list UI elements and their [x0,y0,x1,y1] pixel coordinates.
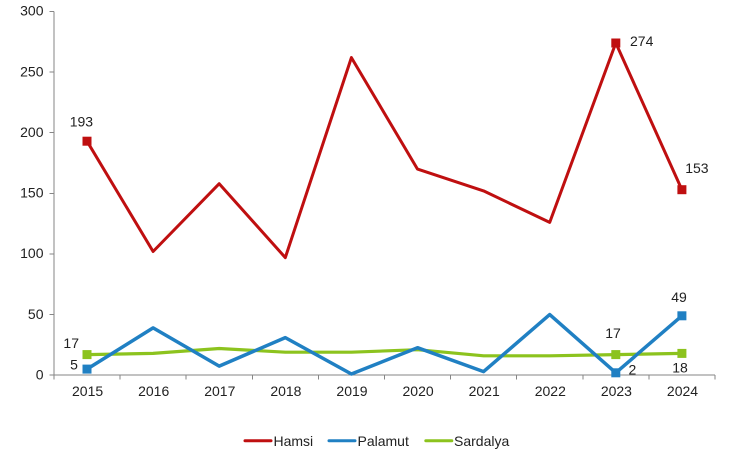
svg-text:2022: 2022 [535,383,566,399]
svg-text:17: 17 [605,325,621,341]
svg-text:17: 17 [63,335,79,351]
svg-text:150: 150 [20,185,44,201]
svg-text:2018: 2018 [270,383,301,399]
svg-text:0: 0 [36,366,44,382]
svg-text:2023: 2023 [601,383,632,399]
svg-text:2017: 2017 [204,383,235,399]
svg-text:Hamsi: Hamsi [274,433,314,449]
svg-text:50: 50 [28,306,44,322]
svg-text:2024: 2024 [667,383,698,399]
svg-text:Palamut: Palamut [358,433,409,449]
svg-text:2: 2 [629,362,637,378]
svg-text:2015: 2015 [72,383,103,399]
svg-text:250: 250 [20,63,44,79]
svg-text:49: 49 [671,289,687,305]
svg-text:193: 193 [70,114,94,130]
svg-text:18: 18 [672,360,688,376]
svg-text:200: 200 [20,124,44,140]
svg-text:2019: 2019 [336,383,367,399]
svg-text:274: 274 [630,33,654,49]
svg-text:Sardalya: Sardalya [454,433,509,449]
svg-text:100: 100 [20,245,44,261]
svg-text:2021: 2021 [469,383,500,399]
svg-text:2016: 2016 [138,383,169,399]
svg-text:153: 153 [685,160,709,176]
svg-text:5: 5 [70,356,78,372]
svg-text:2020: 2020 [403,383,434,399]
svg-text:300: 300 [20,3,44,19]
